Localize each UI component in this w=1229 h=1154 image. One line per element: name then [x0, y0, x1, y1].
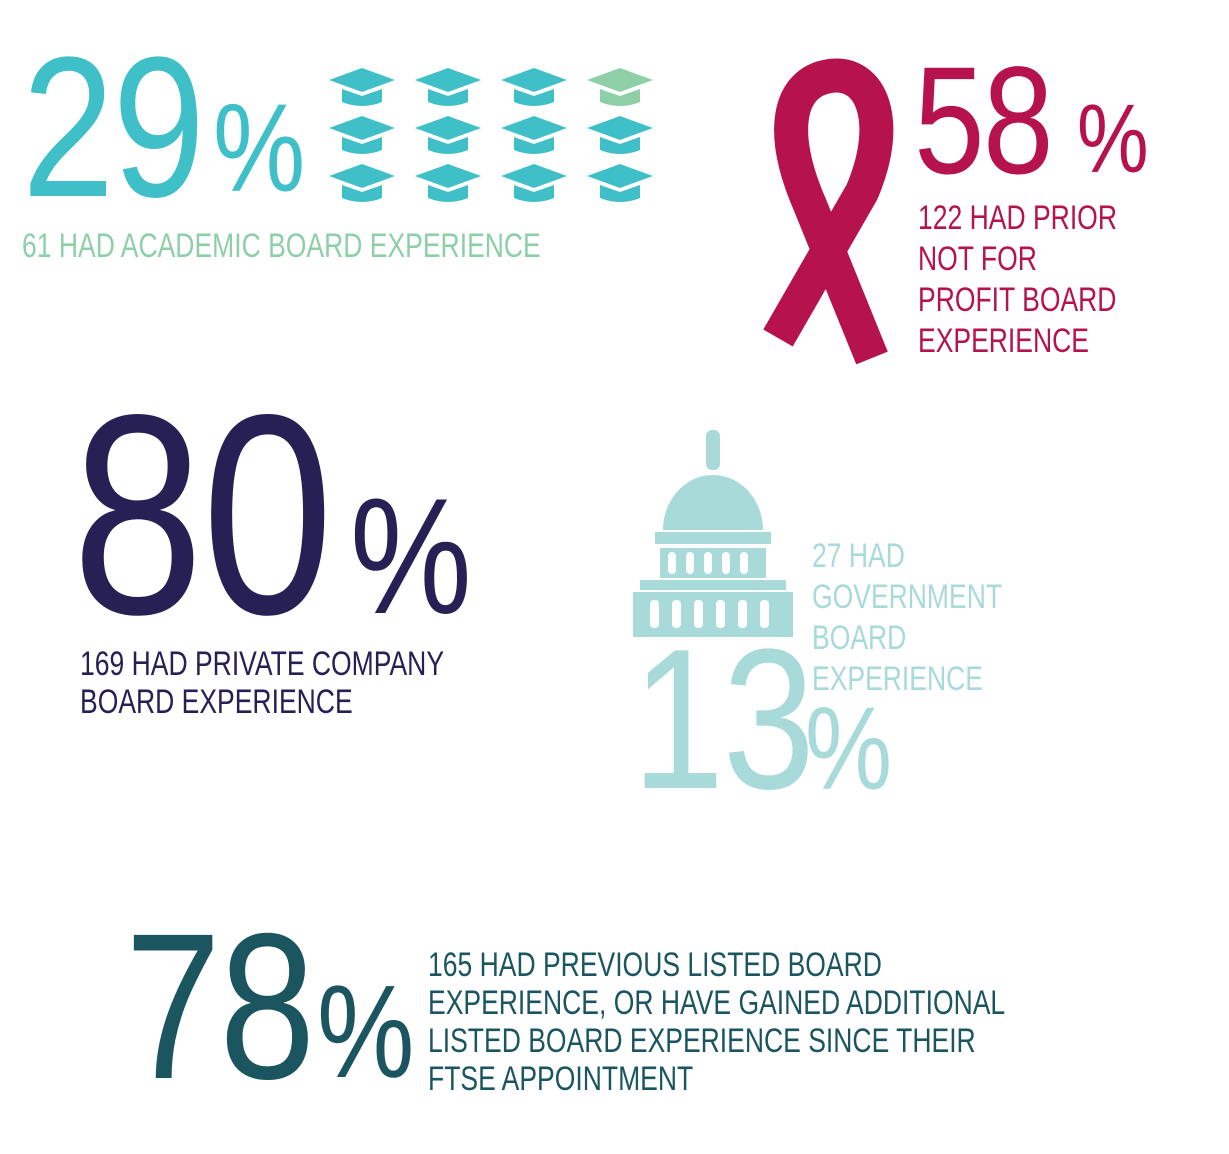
label-line: 169 HAD PRIVATE COMPANY	[80, 645, 445, 683]
stat-number: 13	[632, 608, 815, 831]
label-line: FTSE APPOINTMENT	[428, 1060, 694, 1098]
stat-number: 78	[125, 891, 315, 1123]
cap-icon	[501, 68, 567, 106]
stat-label: 169 HAD PRIVATE COMPANY BOARD EXPERIENCE	[80, 645, 444, 721]
stat-label: 122 HAD PRIOR NOT FOR PROFIT BOARD EXPER…	[918, 198, 1117, 362]
stat-number: 29	[22, 16, 205, 239]
cap-icon	[329, 164, 395, 202]
stat-label: 165 HAD PREVIOUS LISTED BOARD EXPERIENCE…	[428, 946, 1005, 1098]
stat-number: 58	[914, 35, 1054, 206]
cap-icon	[501, 116, 567, 154]
capitol-icon	[633, 430, 793, 637]
stat-label: 61 HAD ACADEMIC BOARD EXPERIENCE	[22, 226, 541, 267]
cap-icon	[587, 68, 653, 106]
stat-label: 27 HAD GOVERNMENT BOARD EXPERIENCE	[812, 536, 1002, 700]
stat-unit: %	[350, 464, 472, 648]
graduation-caps	[329, 68, 653, 202]
capitol-columns	[650, 552, 769, 628]
cap-icon	[329, 116, 395, 154]
cap-icon	[415, 68, 481, 106]
stat-unit: %	[213, 79, 305, 218]
label-line: GOVERNMENT	[812, 578, 1003, 616]
stat-unit: %	[1077, 84, 1149, 193]
cap-icon	[587, 164, 653, 202]
stat-number: 80	[72, 356, 333, 674]
cap-icon	[415, 164, 481, 202]
label-line: BOARD	[812, 619, 907, 657]
label-line: EXPERIENCE	[918, 322, 1089, 360]
label-line: EXPERIENCE	[812, 660, 983, 698]
label-line: 27 HAD	[812, 537, 905, 575]
label-line: LISTED BOARD EXPERIENCE SINCE THEIR	[428, 1022, 976, 1060]
cap-icon	[501, 164, 567, 202]
label-line: EXPERIENCE, OR HAVE GAINED ADDITIONAL	[428, 984, 1006, 1022]
label-line: 61 HAD ACADEMIC BOARD EXPERIENCE	[22, 227, 541, 265]
label-line: PROFIT BOARD	[918, 281, 1117, 319]
label-line: 122 HAD PRIOR	[918, 199, 1117, 237]
cap-icon	[329, 68, 395, 106]
label-line: 165 HAD PREVIOUS LISTED BOARD	[428, 946, 882, 984]
stat-unit: %	[317, 958, 414, 1105]
label-line: NOT FOR	[918, 240, 1037, 278]
cap-icon	[587, 116, 653, 154]
stat-unit: %	[805, 683, 892, 815]
cap-icon	[415, 116, 481, 154]
ribbon	[763, 58, 894, 365]
label-line: BOARD EXPERIENCE	[80, 683, 353, 721]
